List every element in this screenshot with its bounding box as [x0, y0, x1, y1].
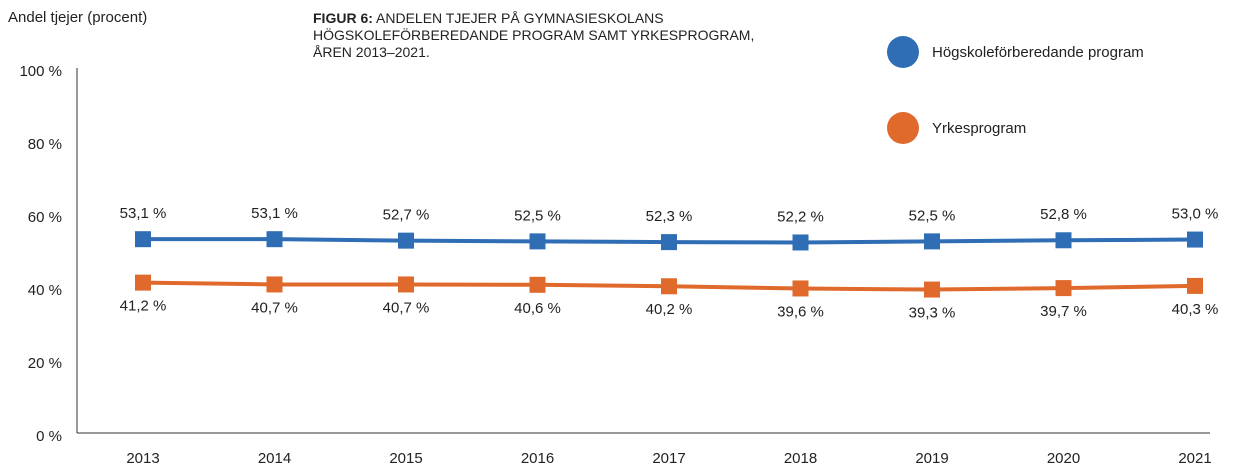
data-label: 40,7 % — [251, 299, 298, 316]
data-point — [792, 280, 809, 297]
x-tick-label: 2020 — [1047, 450, 1080, 467]
y-axis-label: Andel tjejer (procent) — [8, 9, 148, 26]
legend-marker — [887, 112, 919, 144]
legend-label: Yrkesprogram — [932, 120, 1026, 137]
data-label: 39,3 % — [909, 305, 956, 322]
data-label: 52,8 % — [1040, 206, 1087, 223]
data-label: 52,5 % — [514, 207, 561, 224]
data-point — [266, 276, 283, 293]
data-label: 39,7 % — [1040, 303, 1087, 320]
data-label: 52,2 % — [777, 208, 824, 225]
data-point — [924, 281, 940, 298]
data-label: 53,1 % — [251, 205, 298, 222]
title-text: ANDELEN TJEJER PÅ GYMNASIESKOLANS HÖGSKO… — [313, 10, 755, 60]
x-tick-label: 2014 — [258, 450, 291, 467]
x-tick-label: 2019 — [915, 450, 948, 467]
y-tick-label: 100 % — [19, 63, 62, 80]
data-label: 40,3 % — [1172, 301, 1219, 318]
data-point — [398, 232, 414, 249]
data-point — [529, 233, 546, 250]
data-label: 53,1 % — [120, 205, 167, 222]
data-point — [1055, 232, 1072, 249]
data-point — [1055, 280, 1072, 297]
data-point — [661, 278, 677, 295]
data-label: 53,0 % — [1172, 206, 1219, 223]
x-tick-label: 2017 — [652, 450, 685, 467]
legend-label: Högskoleförberedande program — [932, 44, 1144, 61]
y-tick-label: 80 % — [28, 136, 62, 153]
data-point — [924, 233, 940, 250]
data-point — [135, 274, 151, 291]
y-tick-label: 0 % — [36, 428, 62, 445]
data-point — [1187, 277, 1203, 294]
data-point — [529, 276, 546, 293]
legend-marker — [887, 36, 919, 68]
x-tick-label: 2018 — [784, 450, 817, 467]
x-tick-label: 2013 — [126, 450, 159, 467]
y-tick-label: 20 % — [28, 355, 62, 372]
chart-title: FIGUR 6: ANDELEN TJEJER PÅ GYMNASIESKOLA… — [313, 10, 783, 61]
data-label: 52,7 % — [383, 207, 430, 224]
data-label: 52,5 % — [909, 207, 956, 224]
data-label: 40,6 % — [514, 300, 561, 317]
data-point — [266, 231, 283, 248]
data-point — [792, 234, 809, 251]
x-tick-label: 2016 — [521, 450, 554, 467]
data-label: 52,3 % — [646, 208, 693, 225]
x-tick-label: 2021 — [1178, 450, 1211, 467]
data-label: 40,2 % — [646, 301, 693, 318]
data-label: 41,2 % — [120, 298, 167, 315]
x-tick-label: 2015 — [389, 450, 422, 467]
data-label: 40,7 % — [383, 299, 430, 316]
y-tick-label: 40 % — [28, 282, 62, 299]
data-point — [135, 231, 151, 248]
title-prefix: FIGUR 6: — [313, 10, 373, 26]
data-point — [1187, 231, 1203, 248]
data-label: 39,6 % — [777, 303, 824, 320]
y-tick-label: 60 % — [28, 209, 62, 226]
data-point — [661, 234, 677, 251]
data-point — [398, 276, 414, 293]
